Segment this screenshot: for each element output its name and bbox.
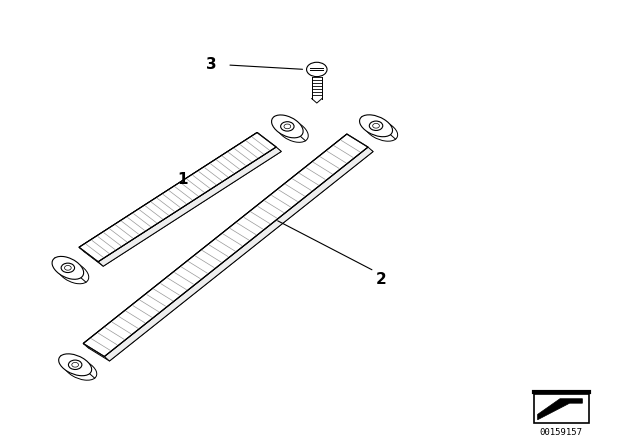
FancyBboxPatch shape bbox=[534, 394, 589, 423]
Circle shape bbox=[307, 62, 327, 77]
Ellipse shape bbox=[360, 115, 392, 137]
Polygon shape bbox=[104, 147, 373, 361]
Ellipse shape bbox=[64, 358, 97, 380]
Ellipse shape bbox=[280, 122, 294, 131]
Ellipse shape bbox=[284, 124, 291, 129]
Ellipse shape bbox=[57, 261, 89, 284]
Ellipse shape bbox=[59, 354, 92, 376]
Ellipse shape bbox=[52, 256, 84, 279]
Text: 2: 2 bbox=[376, 272, 386, 288]
Polygon shape bbox=[538, 399, 582, 420]
Text: 1: 1 bbox=[177, 172, 188, 187]
Polygon shape bbox=[79, 133, 262, 252]
Polygon shape bbox=[83, 134, 368, 357]
Text: 3: 3 bbox=[206, 57, 216, 73]
Polygon shape bbox=[79, 133, 276, 262]
Ellipse shape bbox=[276, 120, 308, 142]
Ellipse shape bbox=[68, 360, 82, 370]
Ellipse shape bbox=[271, 115, 303, 138]
Polygon shape bbox=[84, 137, 282, 266]
Text: 00159157: 00159157 bbox=[540, 428, 583, 437]
Ellipse shape bbox=[369, 121, 383, 130]
Ellipse shape bbox=[72, 362, 79, 367]
Ellipse shape bbox=[365, 119, 397, 141]
Polygon shape bbox=[98, 147, 282, 266]
Ellipse shape bbox=[372, 123, 380, 128]
Polygon shape bbox=[83, 134, 352, 348]
Ellipse shape bbox=[61, 263, 75, 272]
Polygon shape bbox=[88, 138, 373, 361]
Ellipse shape bbox=[65, 266, 71, 270]
